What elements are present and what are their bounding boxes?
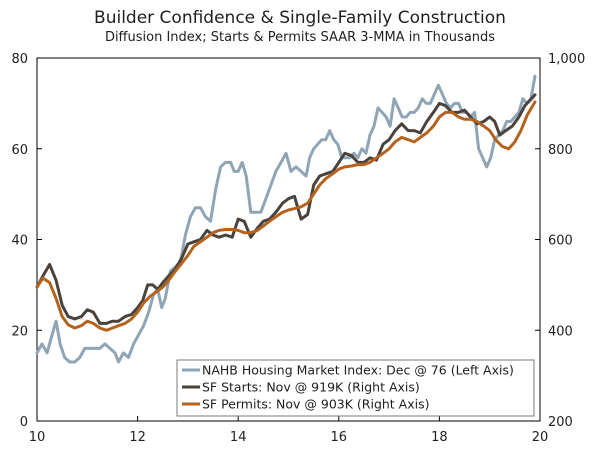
left-tick-label: 20	[11, 324, 28, 339]
series-line-nahb	[35, 74, 537, 364]
legend: NAHB Housing Market Index: Dec @ 76 (Lef…	[176, 359, 535, 417]
right-tick-label: 400	[548, 324, 573, 339]
left-tick-label: 40	[11, 234, 28, 249]
series-line-sf-permits	[35, 100, 537, 332]
x-tick-label: 20	[532, 430, 549, 445]
legend-box	[176, 359, 535, 417]
left-tick-label: 0	[20, 415, 28, 430]
right-tick-label: 200	[548, 415, 573, 430]
series-layer	[35, 74, 537, 364]
x-tick-label: 14	[230, 430, 247, 445]
series-line-sf-starts	[35, 93, 537, 325]
x-tick-label: 12	[129, 430, 146, 445]
right-tick-label: 800	[548, 143, 573, 158]
chart-title: Builder Confidence & Single-Family Const…	[94, 8, 506, 28]
x-tick-label: 16	[331, 430, 348, 445]
x-tick-label: 18	[431, 430, 448, 445]
legend-label-sf-starts: SF Starts: Nov @ 919K (Right Axis)	[202, 380, 420, 395]
chart-subtitle: Diffusion Index; Starts & Permits SAAR 3…	[105, 30, 495, 45]
left-tick-label: 80	[11, 52, 28, 67]
left-tick-label: 60	[11, 143, 28, 158]
right-tick-label: 600	[548, 234, 573, 249]
legend-label-sf-permits: SF Permits: Nov @ 903K (Right Axis)	[202, 397, 430, 412]
legend-label-nahb: NAHB Housing Market Index: Dec @ 76 (Lef…	[202, 363, 514, 378]
x-tick-label: 10	[29, 430, 46, 445]
right-tick-label: 1,000	[548, 52, 585, 67]
